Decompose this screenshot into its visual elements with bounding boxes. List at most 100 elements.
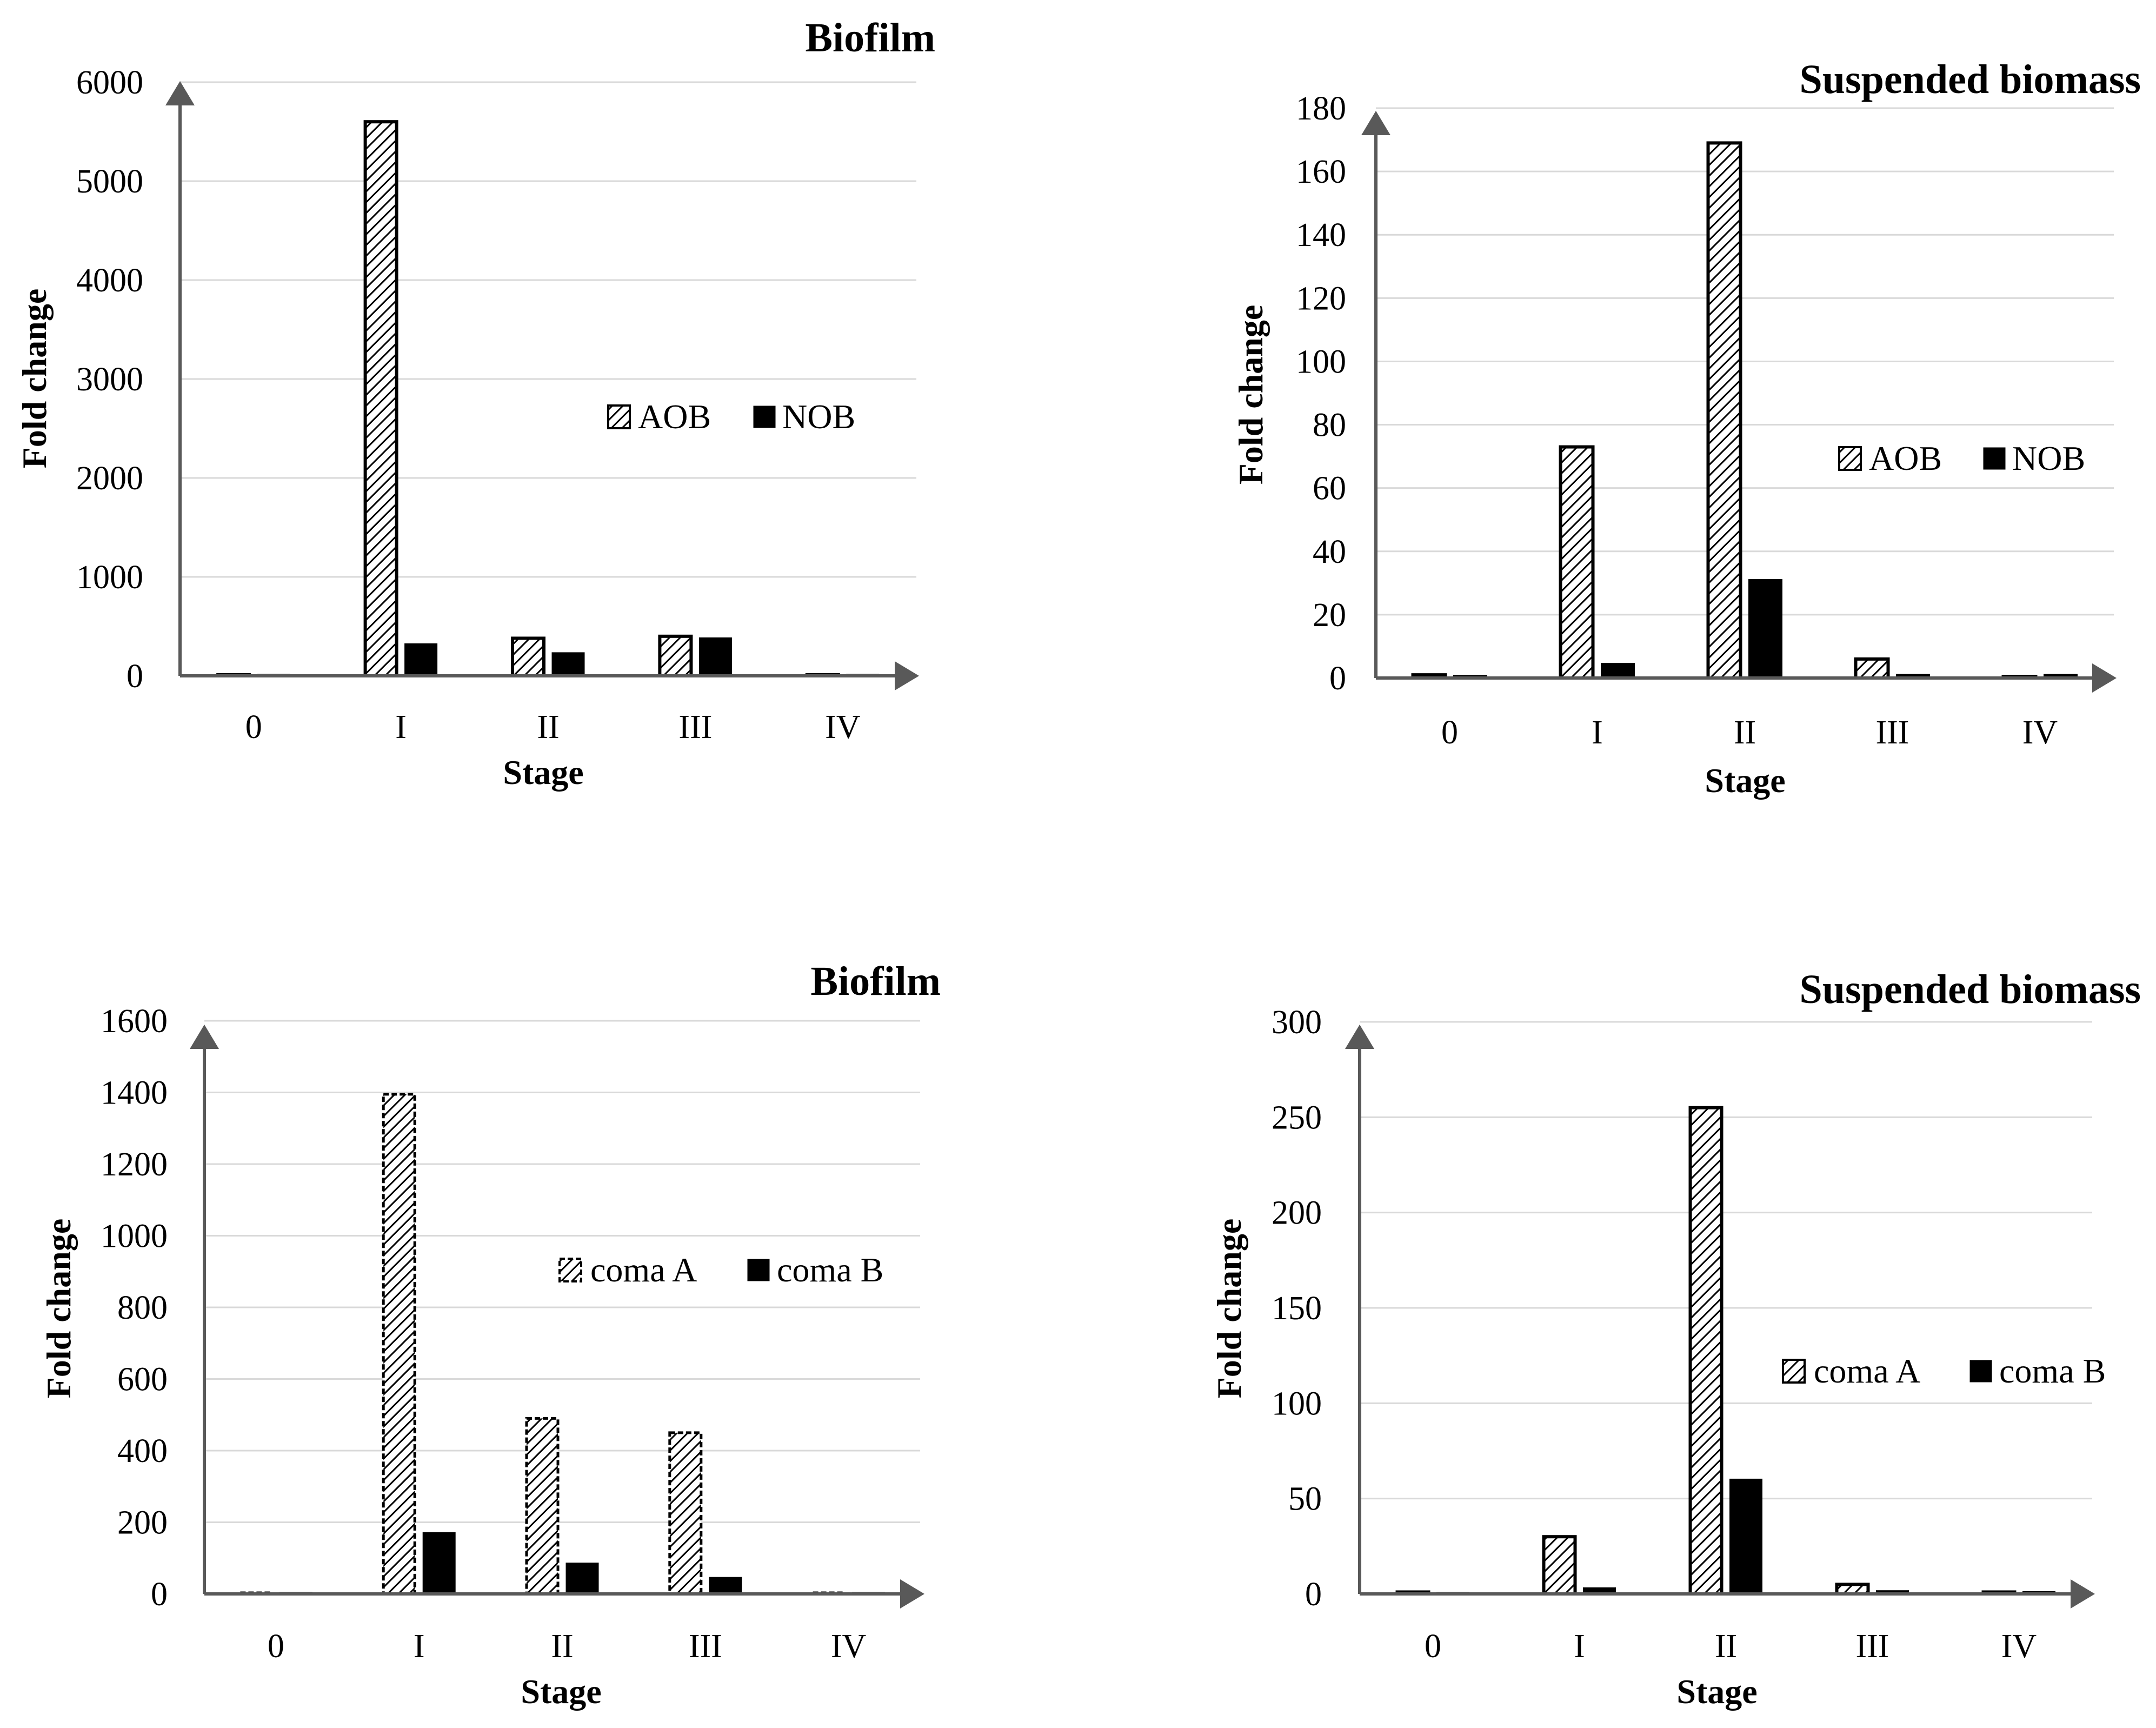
x-tick-label: 0	[1425, 1628, 1441, 1665]
y-axis-label: Fold change	[1210, 1219, 1248, 1398]
bar-coma-a-i	[1542, 1535, 1577, 1596]
y-tick-label: 20	[1313, 597, 1346, 634]
bar-aob-iii	[658, 634, 693, 678]
y-axis-label: Fold change	[39, 1219, 78, 1398]
legend: coma A coma B	[1782, 1352, 2106, 1390]
y-tick-label: 100	[1296, 343, 1346, 380]
x-axis-arrow	[2071, 1579, 2095, 1609]
x-tick-label: IV	[825, 709, 861, 746]
legend: coma A coma B	[558, 1251, 883, 1289]
y-tick-label: 60	[1313, 470, 1346, 507]
y-tick-label: 250	[1272, 1099, 1322, 1136]
y-tick-label: 150	[1272, 1290, 1322, 1327]
axes	[190, 1025, 924, 1609]
x-tick-label: IV	[831, 1628, 867, 1665]
y-tick-labels: 0 20 40 60 80 100 120 140 160 180	[1296, 90, 1346, 697]
bars	[216, 120, 880, 678]
y-tick-label: 50	[1288, 1481, 1322, 1518]
y-tick-label: 800	[117, 1290, 168, 1326]
y-tick-label: 5000	[76, 163, 143, 200]
x-tick-label: II	[537, 709, 559, 746]
y-tick-label: 100	[1272, 1385, 1322, 1422]
x-tick-label: III	[689, 1628, 722, 1665]
legend-label-coma-a: coma A	[590, 1251, 697, 1289]
x-axis-label: Stage	[1705, 761, 1785, 800]
chart-title: Biofilm	[810, 959, 941, 1004]
x-tick-label: II	[1715, 1628, 1737, 1665]
bar-aob-ii	[1706, 141, 1742, 680]
bar-coma-a-ii	[1688, 1106, 1724, 1596]
x-tick-label: IV	[2022, 714, 2058, 751]
legend-swatch-coma-b	[747, 1259, 770, 1281]
bar-coma-b-ii	[565, 1563, 599, 1595]
x-tick-label: IV	[2001, 1628, 2037, 1665]
x-tick-labels: 0 I II III IV	[245, 709, 861, 746]
bar-coma-a-i	[382, 1093, 416, 1596]
y-tick-label: 200	[1272, 1195, 1322, 1232]
y-tick-label: 120	[1296, 280, 1346, 317]
legend: AOB NOB	[1838, 439, 2085, 477]
bar-aob-i	[1559, 445, 1595, 680]
y-tick-label: 6000	[76, 64, 143, 101]
x-tick-label: II	[551, 1628, 573, 1665]
y-tick-label: 0	[127, 658, 143, 695]
bar-coma-b-iii	[709, 1577, 742, 1595]
bar-coma-b-ii	[1729, 1478, 1762, 1595]
bar-nob-iii	[698, 637, 732, 677]
legend-swatch-nob	[1983, 447, 2006, 470]
y-tick-label: 300	[1272, 1004, 1322, 1041]
x-tick-label: 0	[268, 1628, 284, 1665]
y-tick-label: 200	[117, 1505, 168, 1541]
axes	[1361, 111, 2117, 693]
x-tick-label: 0	[245, 709, 262, 746]
x-tick-label: III	[678, 709, 712, 746]
y-tick-label: 4000	[76, 262, 143, 299]
x-tick-label: I	[1574, 1628, 1585, 1665]
chart-title: Biofilm	[805, 15, 935, 61]
x-tick-label: II	[1734, 714, 1756, 751]
y-axis-label: Fold change	[1232, 305, 1270, 484]
bar-nob-i	[1601, 663, 1635, 679]
y-axis-arrow	[1361, 111, 1390, 135]
bars	[1395, 1106, 2055, 1596]
legend-swatch-nob	[753, 406, 776, 428]
legend-label-aob: AOB	[1869, 439, 1942, 477]
bar-nob-i	[404, 643, 438, 677]
x-tick-label: I	[414, 1628, 425, 1665]
bar-coma-b-i	[422, 1532, 456, 1595]
y-axis-arrow	[190, 1025, 219, 1049]
axes	[1345, 1025, 2095, 1609]
y-tick-label: 400	[117, 1433, 168, 1470]
y-axis-arrow	[1345, 1025, 1374, 1049]
x-tick-labels: 0 I II III IV	[1441, 714, 2058, 751]
bar-aob-i	[363, 120, 398, 678]
gridlines	[180, 81, 916, 578]
y-tick-label: 600	[117, 1361, 168, 1398]
bar-nob-ii	[1748, 579, 1782, 679]
y-tick-label: 2000	[76, 460, 143, 497]
legend-label-coma-a: coma A	[1814, 1352, 1920, 1390]
y-axis-arrow	[165, 81, 195, 105]
chart-title: Suspended biomass	[1800, 57, 2141, 102]
y-tick-label: 0	[151, 1576, 168, 1613]
legend-swatch-coma-a	[558, 1258, 582, 1282]
y-tick-label: 1000	[76, 559, 143, 596]
y-tick-label: 1400	[101, 1075, 168, 1112]
legend-label-coma-b: coma B	[1999, 1352, 2106, 1390]
chart-suspended-aob-nob: Suspended biomass Fold change Stage 0 20 4…	[1232, 57, 2141, 800]
legend-swatch-aob	[607, 404, 631, 429]
x-axis-arrow	[900, 1579, 924, 1609]
gridlines	[204, 1020, 920, 1523]
bars	[1411, 141, 2078, 680]
bar-coma-a-ii	[525, 1417, 560, 1596]
chart-biofilm-aob-nob: Biofilm Fold change Stage 0 1000 2000 3000 4…	[15, 15, 935, 792]
y-tick-label: 80	[1313, 407, 1346, 444]
y-tick-labels: 0 1000 2000 3000 4000 5000 6000	[76, 64, 143, 695]
chart-suspended-coma: Suspended biomass Fold change Stage 0 50 1…	[1210, 967, 2141, 1711]
gridlines	[1360, 1021, 2092, 1500]
bar-aob-ii	[511, 636, 545, 677]
x-axis-label: Stage	[1676, 1672, 1757, 1711]
bar-aob-iii	[1854, 657, 1890, 680]
legend: AOB NOB	[607, 397, 855, 436]
